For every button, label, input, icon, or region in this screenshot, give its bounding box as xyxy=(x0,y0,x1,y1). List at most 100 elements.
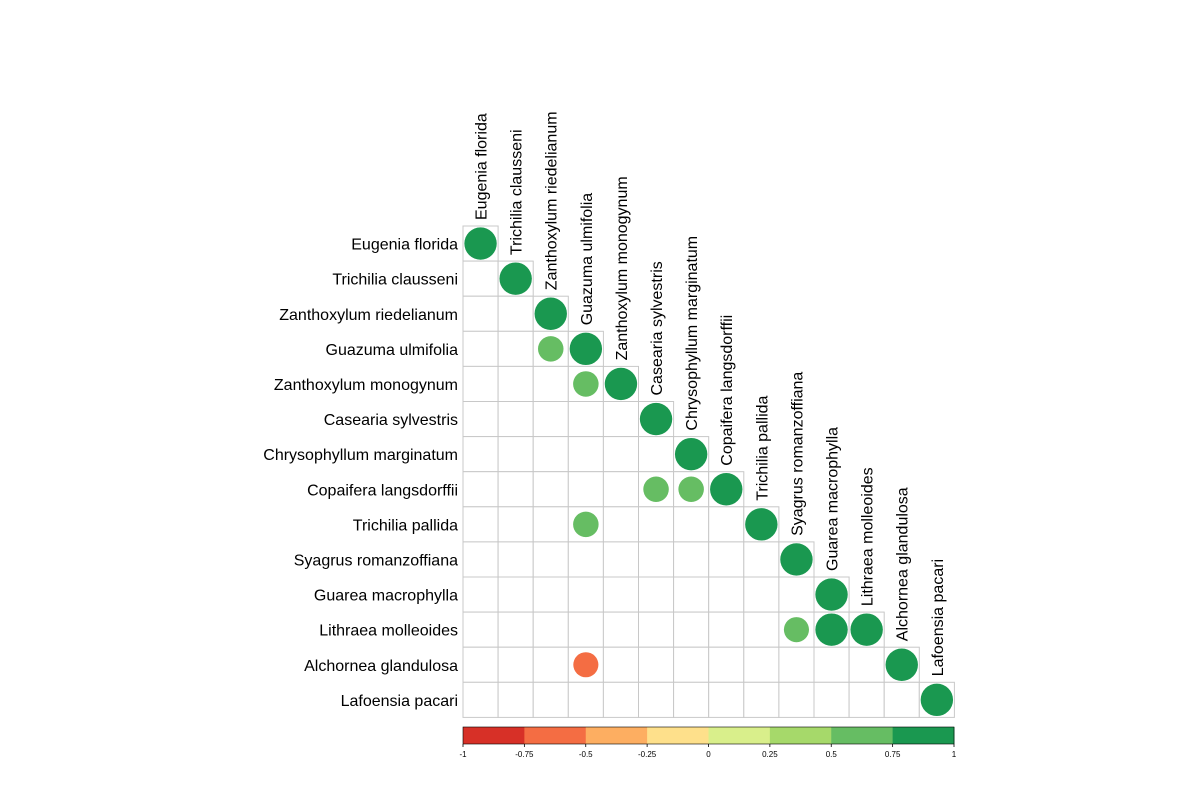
grid-cell xyxy=(602,471,640,508)
grid-cell xyxy=(708,576,745,613)
grid-cell xyxy=(778,681,815,718)
grid-cell xyxy=(462,365,499,402)
grid-cell xyxy=(462,401,499,438)
legend-tick-label: 0 xyxy=(706,750,711,759)
correlation-circle-trichilia-pallida--guazuma-ulmifolia xyxy=(573,511,599,538)
grid-cell xyxy=(462,471,499,508)
grid-cell xyxy=(567,401,604,438)
grid-cell xyxy=(462,576,499,613)
row-label-lithraea-molleoides: Lithraea molleoides xyxy=(319,623,458,640)
grid-cell xyxy=(673,576,710,613)
column-label-zanthoxylum-riedelianum: Zanthoxylum riedelianum xyxy=(544,111,561,290)
grid-cell xyxy=(462,295,499,332)
legend-color-segment xyxy=(647,727,709,744)
grid-cell xyxy=(567,576,604,613)
grid-cell xyxy=(638,576,675,613)
grid-cell xyxy=(532,576,569,613)
grid-cell xyxy=(778,646,815,683)
grid-cell xyxy=(497,681,534,718)
grid-cell xyxy=(673,646,710,683)
grid-cell xyxy=(462,506,499,543)
column-label-alchornea-glandulosa: Alchornea glandulosa xyxy=(895,487,912,641)
grid-cell xyxy=(462,436,499,473)
grid-cell xyxy=(462,260,499,297)
grid-cell xyxy=(813,681,850,718)
row-label-zanthoxylum-riedelianum: Zanthoxylum riedelianum xyxy=(279,307,458,324)
grid-cell xyxy=(462,330,499,367)
legend-color-segment xyxy=(585,727,648,744)
grid-cell xyxy=(497,471,534,508)
grid-cell xyxy=(673,506,710,543)
grid-cell xyxy=(848,681,885,718)
correlation-circle-chrysophyllum-marginatum--chrysophyllum-marginatum xyxy=(674,437,708,471)
grid-cell xyxy=(532,611,569,648)
grid-cell xyxy=(638,681,675,718)
grid-cell xyxy=(532,365,569,402)
legend-tick-label: 0.75 xyxy=(885,750,901,759)
grid-cell xyxy=(497,295,534,332)
column-label-casearia-sylvestris: Casearia sylvestris xyxy=(649,261,666,395)
grid-cell xyxy=(497,365,534,402)
grid-cell xyxy=(532,681,569,718)
legend-tick-label: 0.5 xyxy=(826,750,838,759)
grid-cell xyxy=(567,611,604,648)
correlation-circle-copaifera-langsdorffii--copaifera-langsdorffii xyxy=(710,473,743,506)
column-label-chrysophyllum-marginatum: Chrysophyllum marginatum xyxy=(684,236,701,431)
row-label-casearia-sylvestris: Casearia sylvestris xyxy=(324,412,458,429)
grid-cell xyxy=(462,681,499,718)
legend-color-segment xyxy=(831,727,894,744)
grid-cell xyxy=(638,646,675,683)
correlation-circle-lithraea-molleoides--syagrus-romanzoffiana xyxy=(783,617,809,643)
row-label-trichilia-clausseni: Trichilia clausseni xyxy=(332,272,458,289)
grid-cell xyxy=(567,436,604,473)
correlation-circle-zanthoxylum-monogynum--guazuma-ulmifolia xyxy=(573,371,599,397)
grid-cell xyxy=(708,681,745,718)
grid-cell xyxy=(602,576,640,613)
grid-cell xyxy=(567,541,604,578)
column-label-zanthoxylum-monogynum: Zanthoxylum monogynum xyxy=(614,176,631,360)
correlation-circle-syagrus-romanzoffiana--syagrus-romanzoffiana xyxy=(780,543,813,576)
grid-cell xyxy=(638,541,675,578)
grid-cell xyxy=(743,576,780,613)
legend-tick-label: 0.25 xyxy=(762,750,778,759)
grid-cell xyxy=(673,541,710,578)
grid-cell xyxy=(743,646,780,683)
correlation-circle-lithraea-molleoides--lithraea-molleoides xyxy=(850,613,883,646)
row-label-syagrus-romanzoffiana: Syagrus romanzoffiana xyxy=(294,552,458,569)
legend-color-segment xyxy=(708,727,771,744)
correlation-circle-casearia-sylvestris--casearia-sylvestris xyxy=(639,402,673,436)
grid-cell xyxy=(602,541,640,578)
grid-cell xyxy=(883,681,920,718)
column-label-syagrus-romanzoffiana: Syagrus romanzoffiana xyxy=(789,372,806,536)
grid-cell xyxy=(708,506,745,543)
grid-cell xyxy=(708,611,745,648)
correlation-circle-zanthoxylum-riedelianum--zanthoxylum-riedelianum xyxy=(534,297,567,330)
row-label-alchornea-glandulosa: Alchornea glandulosa xyxy=(304,658,458,675)
row-label-eugenia-florida: Eugenia florida xyxy=(351,237,458,254)
row-label-guarea-macrophylla: Guarea macrophylla xyxy=(314,588,458,605)
grid-cell xyxy=(848,646,885,683)
column-label-trichilia-pallida: Trichilia pallida xyxy=(754,395,771,500)
correlation-circle-guazuma-ulmifolia--guazuma-ulmifolia xyxy=(569,332,603,366)
column-label-trichilia-clausseni: Trichilia clausseni xyxy=(509,129,526,255)
grid-cell xyxy=(497,401,534,438)
grid-cell xyxy=(673,681,710,718)
grid-cell xyxy=(497,436,534,473)
grid-cell xyxy=(638,506,675,543)
row-label-guazuma-ulmifolia: Guazuma ulmifolia xyxy=(326,342,459,359)
row-label-lafoensia-pacari: Lafoensia pacari xyxy=(341,693,458,710)
legend-color-segment xyxy=(769,727,832,744)
grid-cell xyxy=(638,611,675,648)
grid-cell xyxy=(708,646,745,683)
grid-cell xyxy=(743,541,780,578)
legend-tick-label: -0.25 xyxy=(638,750,657,759)
grid-cell xyxy=(602,681,640,718)
grid-cell xyxy=(532,436,569,473)
grid-cell xyxy=(602,646,640,683)
grid-cell xyxy=(567,471,604,508)
correlation-circle-guazuma-ulmifolia--zanthoxylum-riedelianum xyxy=(537,336,564,362)
column-label-copaifera-langsdorffii: Copaifera langsdorffii xyxy=(719,315,736,466)
grid-cell xyxy=(532,401,569,438)
column-label-lithraea-molleoides: Lithraea molleoides xyxy=(860,467,877,606)
